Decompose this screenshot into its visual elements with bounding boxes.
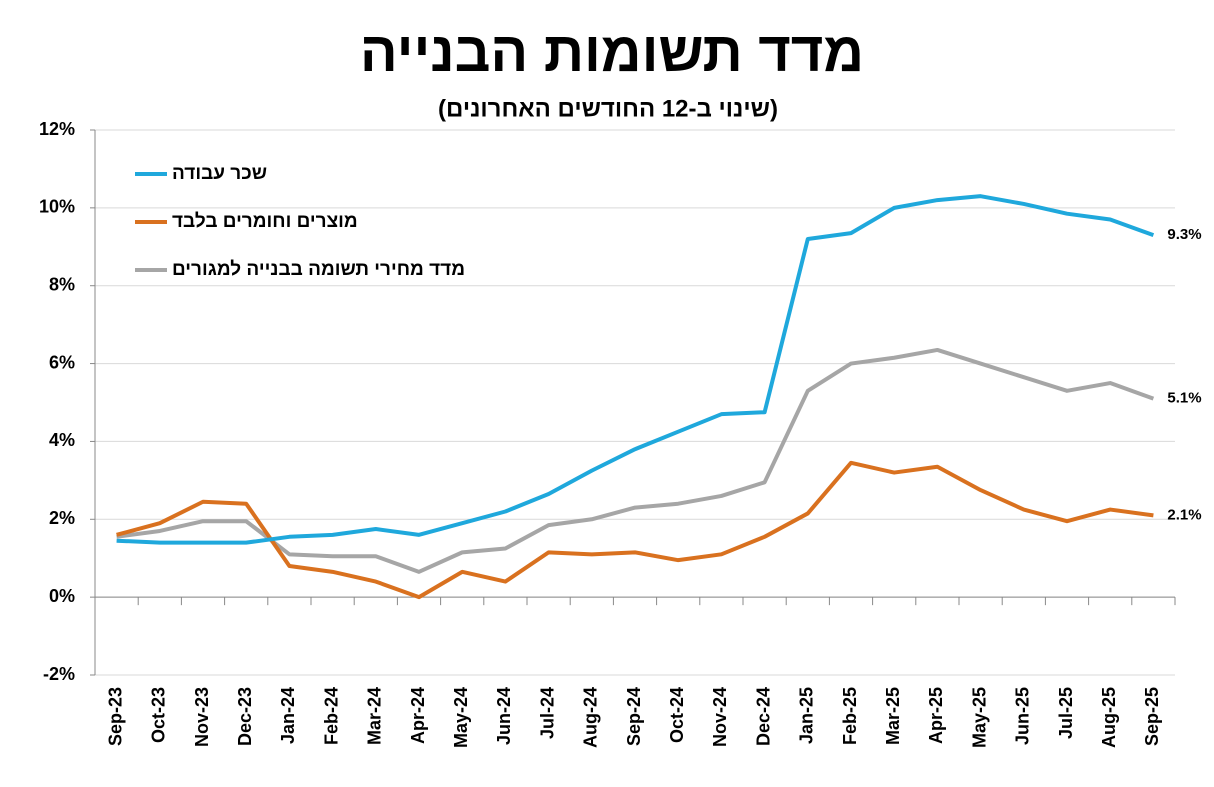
legend-label: מדד מחירי תשומה בבנייה למגורים (172, 259, 465, 280)
y-tick-label: 2% (49, 508, 75, 528)
y-tick-label: 8% (49, 274, 75, 294)
x-tick-label: Nov-23 (192, 687, 212, 747)
x-tick-label: Oct-24 (667, 687, 687, 743)
y-tick-label: 0% (49, 586, 75, 606)
x-tick-label: May-25 (969, 687, 989, 748)
x-tick-label: Dec-24 (753, 687, 773, 746)
x-tick-label: Jul-25 (1056, 687, 1076, 739)
x-tick-label: Oct-23 (149, 687, 169, 743)
y-tick-label: 6% (49, 352, 75, 372)
x-tick-label: Sep-24 (624, 687, 644, 746)
legend-label: שכר עבודה (172, 163, 267, 184)
y-tick-label: 12% (39, 119, 75, 139)
x-tick-label: May-24 (451, 687, 471, 748)
y-tick-label: -2% (43, 664, 75, 684)
chart-title: מדד תשומות הבנייה (360, 20, 864, 83)
legend-label: מוצרים וחומרים בלבד (172, 211, 358, 232)
data-line (116, 347, 1155, 574)
x-tick-label: Mar-24 (365, 687, 385, 745)
y-tick-label: 4% (49, 430, 75, 450)
x-tick-label: Jan-25 (797, 687, 817, 744)
x-tick-label: Sep-23 (105, 687, 125, 746)
data-line (116, 460, 1154, 600)
x-tick-label: Jul-24 (537, 687, 557, 739)
x-tick-label: Jun-25 (1013, 687, 1033, 745)
end-label: 5.1% (1167, 390, 1201, 407)
data-line (116, 194, 1155, 545)
y-tick-label: 10% (39, 197, 75, 217)
x-tick-label: Aug-25 (1099, 687, 1119, 748)
x-tick-label: Jan-24 (278, 687, 298, 744)
end-label: 2.1% (1167, 506, 1201, 523)
x-tick-label: Feb-24 (321, 687, 341, 745)
x-tick-label: Aug-24 (581, 687, 601, 748)
x-tick-label: Apr-25 (926, 687, 946, 744)
x-tick-label: Nov-24 (710, 687, 730, 747)
x-tick-label: Feb-25 (840, 687, 860, 745)
chart-subtitle: (שינוי ב-12 החודשים האחרונים) (438, 95, 778, 122)
x-tick-label: Jun-24 (494, 687, 514, 745)
x-tick-label: Dec-23 (235, 687, 255, 746)
x-tick-label: Sep-25 (1142, 687, 1162, 746)
end-label: 9.3% (1167, 226, 1201, 243)
x-tick-label: Mar-25 (883, 687, 903, 745)
x-tick-label: Apr-24 (408, 687, 428, 744)
